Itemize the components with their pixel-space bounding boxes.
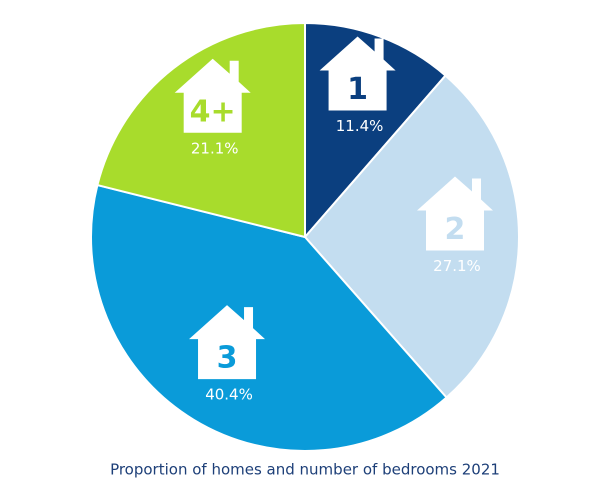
category-label: 4+: [190, 94, 236, 129]
pie-slice: [90, 183, 448, 452]
house-icon: [416, 176, 493, 251]
category-label: 2: [445, 212, 466, 247]
category-label: 3: [217, 341, 238, 376]
value-label: 21.1%: [191, 139, 239, 157]
value-label: 40.4%: [205, 386, 253, 404]
house-icon: [319, 36, 396, 111]
category-label: 1: [347, 72, 368, 107]
chart-title: Proportion of homes and number of bedroo…: [110, 461, 500, 479]
house-icon: [174, 58, 251, 133]
value-label: 11.4%: [336, 117, 384, 135]
house-icon: [189, 305, 266, 380]
value-label: 27.1%: [433, 257, 481, 275]
pie: 1 11.4% 2 27.1% 3 40.4% 4+ 21.1%: [90, 21, 520, 452]
pie-slice: [303, 74, 520, 399]
